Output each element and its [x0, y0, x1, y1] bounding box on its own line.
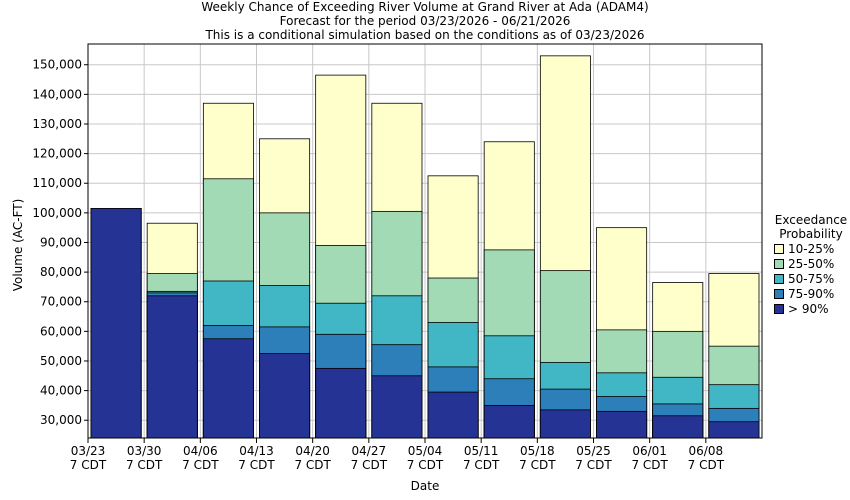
- y-tick-label: 150,000: [32, 58, 82, 72]
- x-tick-label-date: 04/06: [183, 444, 218, 458]
- x-tick-label-date: 06/08: [689, 444, 724, 458]
- x-tick-label-tz: 7 CDT: [351, 458, 388, 472]
- x-tick-label-date: 04/13: [239, 444, 274, 458]
- legend-swatch: [774, 273, 784, 284]
- legend-swatch: [774, 288, 784, 299]
- legend-title: Exceedance Probability: [774, 213, 848, 241]
- legend-label: 25-50%: [788, 256, 835, 271]
- x-tick-label-tz: 7 CDT: [688, 458, 725, 472]
- legend-swatch: [774, 303, 784, 314]
- y-tick-label: 40,000: [40, 384, 82, 398]
- y-tick-label: 30,000: [40, 413, 82, 427]
- x-tick-label-date: 05/25: [576, 444, 611, 458]
- bar-90: [596, 410, 648, 439]
- x-tick-label-tz: 7 CDT: [575, 458, 612, 472]
- x-tick-label-tz: 7 CDT: [238, 458, 275, 472]
- axes: 30,000 40,000 50,000 60,000 70,000 80,000 90,0…: [32, 43, 763, 472]
- bar-90: [483, 405, 535, 439]
- y-tick-label: 70,000: [40, 295, 82, 309]
- legend-item: 50-75%: [774, 271, 850, 286]
- legend-item: 25-50%: [774, 256, 850, 271]
- chart-title: Weekly Chance of Exceeding River Volume …: [201, 0, 649, 14]
- legend-label: 75-90%: [788, 286, 835, 301]
- chart-titles: Weekly Chance of Exceeding River Volume …: [0, 0, 850, 42]
- x-tick-label-date: 05/18: [520, 444, 555, 458]
- bar-90: [539, 409, 591, 439]
- legend-label: 10-25%: [788, 241, 835, 256]
- legend: Exceedance Probability 10-25% 25-50% 50-75…: [772, 213, 850, 316]
- y-tick-label: 60,000: [40, 324, 82, 338]
- y-tick-label: 130,000: [32, 117, 82, 131]
- bar-90: [90, 208, 142, 439]
- legend-swatch: [774, 243, 784, 254]
- bars: [90, 55, 760, 439]
- x-tick-label-date: 04/27: [352, 444, 387, 458]
- y-tick-label: 80,000: [40, 265, 82, 279]
- x-axis-label: Date: [411, 479, 440, 493]
- y-axis-label: Volume (AC-FT): [11, 199, 25, 292]
- y-tick-label: 120,000: [32, 147, 82, 161]
- x-tick-label-date: 03/30: [127, 444, 162, 458]
- x-tick-label-tz: 7 CDT: [126, 458, 163, 472]
- x-tick-label-tz: 7 CDT: [463, 458, 500, 472]
- x-tick-label-tz: 7 CDT: [182, 458, 219, 472]
- bar-90: [202, 338, 254, 439]
- bar-90: [315, 367, 367, 439]
- bar-90: [427, 391, 479, 439]
- x-tick-label-tz: 7 CDT: [631, 458, 668, 472]
- y-tick-label: 110,000: [32, 176, 82, 190]
- legend-items: 10-25% 25-50% 50-75% 75-90% > 90%: [772, 241, 850, 316]
- bar-90: [371, 375, 423, 439]
- y-tick-label: 140,000: [32, 87, 82, 101]
- legend-label: > 90%: [788, 301, 829, 316]
- chart-subtitle: Forecast for the period 03/23/2026 - 06/…: [279, 14, 571, 28]
- y-tick-label: 90,000: [40, 235, 82, 249]
- legend-swatch: [774, 258, 784, 269]
- y-tick-label: 50,000: [40, 354, 82, 368]
- legend-label: 50-75%: [788, 271, 835, 286]
- x-tick-label-tz: 7 CDT: [407, 458, 444, 472]
- x-tick-label-date: 03/23: [71, 444, 106, 458]
- bar-90: [259, 353, 311, 439]
- x-tick-label-tz: 7 CDT: [519, 458, 556, 472]
- x-tick-label-date: 04/20: [295, 444, 330, 458]
- chart-subtitle-2: This is a conditional simulation based o…: [205, 28, 645, 42]
- x-tick-label-date: 06/01: [632, 444, 667, 458]
- legend-item: 75-90%: [774, 286, 850, 301]
- bar-90: [708, 421, 760, 439]
- y-tick-label: 100,000: [32, 206, 82, 220]
- x-tick-label-date: 05/11: [464, 444, 499, 458]
- x-tick-label-tz: 7 CDT: [294, 458, 331, 472]
- x-tick-label-date: 05/04: [408, 444, 443, 458]
- grid-lines: [87, 44, 762, 438]
- bar-90: [652, 415, 704, 439]
- legend-item: 10-25%: [774, 241, 850, 256]
- x-tick-label-tz: 7 CDT: [70, 458, 107, 472]
- bar-90: [146, 295, 198, 439]
- legend-item: > 90%: [774, 301, 850, 316]
- plot-border: [87, 43, 763, 439]
